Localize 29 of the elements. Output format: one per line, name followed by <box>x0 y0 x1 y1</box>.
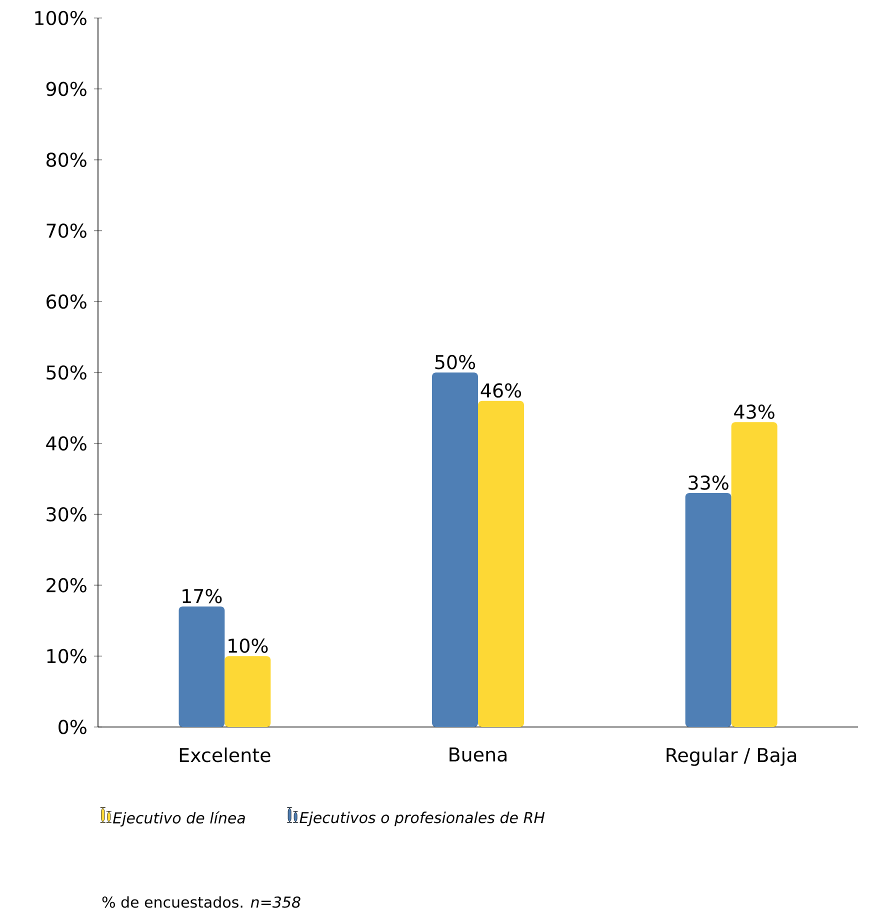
y-tick-label: 70% <box>46 224 86 238</box>
y-tick-label: 50% <box>46 365 86 380</box>
text: % de encuestados. n=358 <box>102 896 300 908</box>
bar <box>224 656 271 727</box>
y-tick-label: 60% <box>46 294 86 309</box>
bar <box>685 493 732 727</box>
legend-label: Ejecutivos o profesionales de RH <box>300 812 545 826</box>
y-tick-label: 20% <box>46 578 86 592</box>
data-label: 17% <box>182 588 222 604</box>
data-label: 10% <box>228 638 268 653</box>
bar <box>731 422 778 727</box>
y-tick-label: 0% <box>58 720 86 734</box>
data-label: 50% <box>435 354 476 370</box>
data-label: 43% <box>734 404 774 419</box>
y-tick-label: 80% <box>46 152 86 167</box>
x-tick-label: Buena <box>450 748 506 762</box>
y-tick-label: 10% <box>47 648 86 664</box>
bar <box>178 606 225 727</box>
bar <box>478 400 524 727</box>
y-tick-label: 30% <box>46 507 86 522</box>
x-tick-label: Regular / Baja <box>666 748 796 766</box>
data-label: 33% <box>688 475 728 490</box>
y-tick-label: 90% <box>46 82 86 96</box>
y-tick-label: 40% <box>46 436 86 451</box>
data-label: 46% <box>480 383 522 398</box>
bar <box>432 372 478 727</box>
x-tick-label: Excelente <box>180 748 270 762</box>
y-tick-label: 100% <box>35 10 86 26</box>
legend-label: Ejecutivo de línea <box>113 811 245 826</box>
